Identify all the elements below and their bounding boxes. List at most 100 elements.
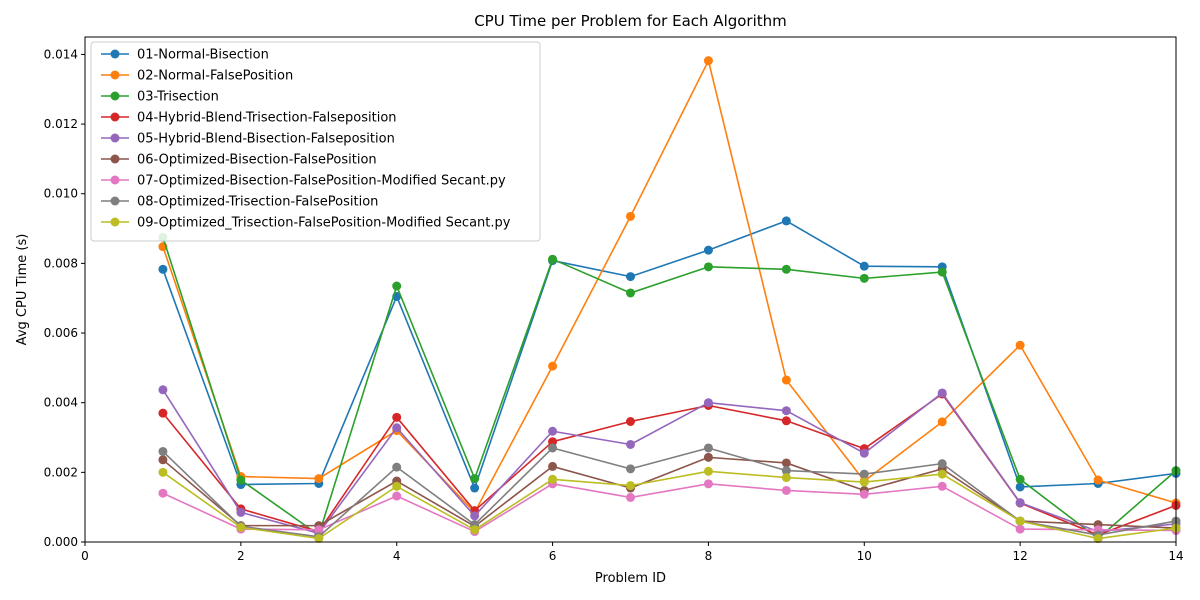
data-point [626,211,635,221]
data-point [158,385,168,395]
x-axis: 0 2 4 6 8 10 12 14 [81,542,1184,563]
data-point [937,469,947,479]
legend-swatch-marker [110,70,120,80]
data-point [392,481,402,491]
legend-label: 07-Optimized-Bisection-FalsePosition-Mod… [137,174,506,189]
data-point [314,474,324,484]
y-tick-label: 0.008 [44,256,78,270]
y-tick-label: 0.010 [44,187,78,201]
data-point [781,216,791,226]
chart-title: CPU Time per Problem for Each Algorithm [474,12,787,30]
data-point [937,417,947,427]
data-point [1093,534,1103,544]
series-line [162,389,1177,535]
legend-entry: 05-Hybrid-Blend-Bisection-Falseposition [101,132,395,147]
data-point [703,398,713,408]
data-point [626,464,635,474]
legend-entry: 01-Normal-Bisection [101,48,269,63]
data-point [548,461,558,471]
y-tick-label: 0.004 [44,396,78,410]
legend-swatch-marker [110,112,120,122]
data-point [859,261,869,271]
data-point [548,443,558,453]
data-point [392,281,402,291]
legend: 01-Normal-Bisection 02-Normal-FalsePositi… [90,41,541,242]
data-point [158,408,168,418]
data-point [626,416,635,426]
x-axis-label: Problem ID [595,571,666,586]
data-point [781,485,791,495]
legend-entry: 06-Optimized-Bisection-FalsePosition [101,153,377,168]
data-point [392,491,402,501]
y-tick-label: 0.014 [44,47,78,61]
data-point [548,474,558,484]
x-tick-label: 4 [393,549,401,563]
data-point [781,416,791,426]
data-point [703,452,713,462]
data-point [470,474,480,484]
legend-label: 03-Trisection [137,90,219,105]
series-layer [158,56,1181,544]
x-tick-label: 8 [705,549,713,563]
legend-entry: 04-Hybrid-Blend-Trisection-Falseposition [101,111,397,126]
data-point [1093,475,1103,485]
legend-label: 02-Normal-FalsePosition [137,69,293,84]
legend-entry: 08-Optimized-Trisection-FalsePosition [101,195,378,210]
data-point [859,273,869,283]
data-point [1015,474,1025,484]
legend-label: 09-Optimized_Trisection-FalsePosition-Mo… [137,216,511,231]
data-point [236,522,246,532]
legend-label: 05-Hybrid-Blend-Bisection-Falseposition [137,132,395,147]
data-point [1015,498,1025,508]
legend-swatch-marker [110,133,120,143]
data-point [1015,482,1025,492]
data-point [548,426,558,436]
legend-label: 06-Optimized-Bisection-FalsePosition [137,153,377,168]
series-line [162,220,1177,489]
data-point [937,459,947,469]
y-tick-label: 0.012 [44,117,78,131]
data-point [158,488,168,498]
x-tick-label: 2 [237,549,245,563]
data-point [781,375,791,385]
legend-swatch-marker [110,196,120,206]
data-point [703,56,713,66]
legend-entry: 07-Optimized-Bisection-FalsePosition-Mod… [101,174,506,189]
series-line [162,59,1177,514]
legend-swatch-marker [110,91,120,101]
data-point [314,534,324,544]
data-point [626,439,635,449]
legend-swatch-marker [110,154,120,164]
data-point [937,481,947,491]
legend-label: 08-Optimized-Trisection-FalsePosition [137,195,378,210]
data-point [937,267,947,277]
legend-entry: 02-Normal-FalsePosition [101,69,293,84]
y-tick-label: 0.002 [44,465,78,479]
legend-label: 01-Normal-Bisection [137,48,269,63]
data-point [548,361,558,371]
data-point [626,288,635,298]
data-point [158,455,168,465]
data-point [470,483,480,493]
data-point [781,473,791,483]
data-point [859,448,869,458]
data-point [703,479,713,489]
y-axis-label: Avg CPU Time (s) [15,234,30,346]
data-point [859,477,869,487]
x-tick-label: 0 [81,549,89,563]
plot-frame [84,36,1177,543]
data-point [236,475,246,485]
data-point [781,466,791,476]
data-point [781,458,791,468]
data-point [626,492,635,502]
legend-box [90,41,541,242]
data-point [781,406,791,416]
data-point [470,511,480,521]
legend-swatch-marker [110,217,120,227]
legend-entry: 09-Optimized_Trisection-FalsePosition-Mo… [101,216,511,231]
data-point [314,525,324,535]
data-point [1015,524,1025,534]
data-point [703,443,713,453]
data-point [859,469,869,479]
